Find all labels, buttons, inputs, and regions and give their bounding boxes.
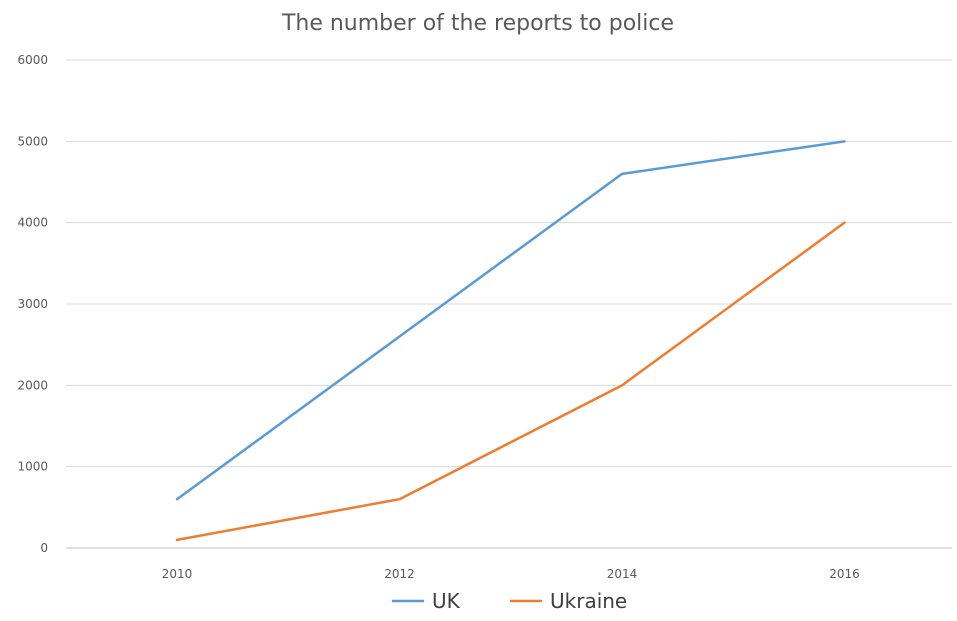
series-line-uk bbox=[175, 140, 846, 501]
y-axis-ticks: 0 1000 2000 3000 4000 5000 6000 bbox=[17, 53, 48, 555]
y-tick-label: 1000 bbox=[17, 460, 48, 474]
y-tick-label: 3000 bbox=[17, 297, 48, 311]
y-tick-label: 4000 bbox=[17, 216, 48, 230]
series-lines bbox=[175, 140, 846, 542]
legend-label-uk: UK bbox=[432, 589, 461, 613]
y-tick-label: 6000 bbox=[17, 53, 48, 67]
x-tick-label: 2012 bbox=[384, 567, 415, 581]
y-tick-label: 0 bbox=[40, 541, 48, 555]
y-tick-label: 5000 bbox=[17, 134, 48, 148]
x-tick-label: 2014 bbox=[607, 567, 638, 581]
y-tick-label: 2000 bbox=[17, 378, 48, 392]
legend: UK Ukraine bbox=[392, 589, 627, 613]
series-line-ukraine bbox=[175, 221, 846, 542]
gridlines bbox=[66, 59, 952, 549]
legend-label-ukraine: Ukraine bbox=[550, 589, 627, 613]
x-axis-ticks: 2010 2012 2014 2016 bbox=[162, 567, 860, 581]
chart-title: The number of the reports to police bbox=[281, 11, 674, 36]
x-tick-label: 2010 bbox=[162, 567, 193, 581]
x-tick-label: 2016 bbox=[829, 567, 860, 581]
